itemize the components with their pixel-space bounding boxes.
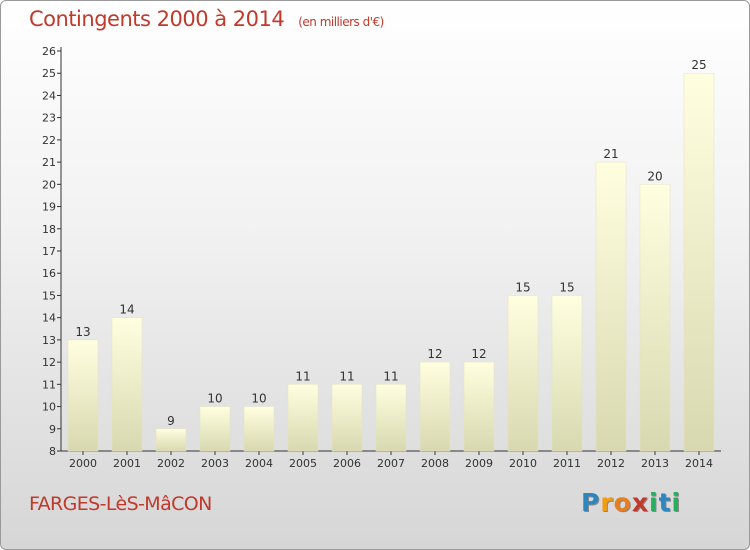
x-tick-label: 2003 [201,457,229,470]
bar-value-label: 20 [647,169,662,183]
y-tick-label: 23 [42,112,56,125]
proxiti-logo: Proxiti [581,488,681,517]
bar [507,295,539,452]
value-labels: 13 14 9 10 10 11 11 11 12 12 15 15 21 20 25 [75,58,706,428]
bar [375,384,407,452]
chart-title: Contingents 2000 à 2014 (en milliers d'€) [29,7,384,31]
logo-letter: o [613,488,632,517]
y-axis: 8 9 10 11 12 13 14 15 16 17 18 19 20 21 22 23 24 25 26 [42,45,62,458]
bar [155,428,187,452]
bar [331,384,363,452]
x-tick-label: 2000 [69,457,97,470]
y-tick-label: 22 [42,134,56,147]
y-tick-label: 16 [42,267,56,280]
chart-title-text: Contingents 2000 à 2014 [29,7,285,31]
y-tick-label: 19 [42,201,56,214]
y-tick-label: 20 [42,178,56,191]
x-tick-label: 2007 [377,457,405,470]
location-name: FARGES-LèS-MâCON [29,493,212,515]
y-tick-label: 26 [42,45,56,58]
logo-letter: P [581,488,601,517]
bar-value-label: 21 [603,147,618,161]
bar-value-label: 15 [559,280,574,294]
logo-letter: i [671,488,682,517]
bar [67,339,99,452]
x-tick-label: 2002 [157,457,185,470]
logo-letter: i [649,488,659,517]
bar [595,161,627,452]
bar-value-label: 11 [295,369,310,383]
y-tick-label: 18 [42,223,56,236]
bar-value-label: 9 [167,414,175,428]
x-tick-label: 2004 [245,457,273,470]
y-tick-label: 11 [42,378,56,391]
bar [639,184,671,452]
x-tick-label: 2001 [113,457,141,470]
x-tick-label: 2008 [421,457,449,470]
bar [199,406,231,452]
y-tick-label: 12 [42,356,56,369]
y-tick-label: 21 [42,156,56,169]
y-tick-label: 8 [49,445,56,458]
bar [111,317,143,452]
x-tick-label: 2014 [685,457,713,470]
y-tick-label: 25 [42,67,56,80]
x-tick-label: 2005 [289,457,317,470]
bar-value-label: 15 [515,280,530,294]
x-tick-label: 2006 [333,457,361,470]
x-tick-label: 2009 [465,457,493,470]
y-tick-label: 15 [42,289,56,302]
y-tick-label: 13 [42,334,56,347]
bar-value-label: 11 [339,369,354,383]
x-tick-label: 2011 [553,457,581,470]
bar-value-label: 10 [207,392,222,406]
chart-subtitle: (en milliers d'€) [298,15,384,29]
bar [463,361,495,452]
y-tick-label: 17 [42,245,56,258]
y-tick-label: 24 [42,89,56,102]
logo-letter: r [600,488,614,517]
bar [287,384,319,452]
bars [67,72,715,452]
bar [683,72,715,452]
x-tick-label: 2012 [597,457,625,470]
x-tick-label: 2013 [641,457,669,470]
bar-value-label: 14 [119,303,134,317]
logo-letter: t [658,488,672,517]
bar-value-label: 12 [471,347,486,361]
bar-value-label: 11 [383,369,398,383]
bar-value-label: 12 [427,347,442,361]
bar-value-label: 25 [691,58,706,72]
y-tick-label: 10 [42,401,56,414]
x-tick-label: 2010 [509,457,537,470]
y-tick-label: 9 [49,423,56,436]
bar [419,361,451,452]
bar [551,295,583,452]
y-tick-label: 14 [42,312,56,325]
x-axis: 2000 2001 2002 2003 2004 2005 2006 2007 2008 2009… [61,450,721,470]
logo-letter: x [631,488,649,517]
bar-value-label: 10 [251,392,266,406]
bar [243,406,275,452]
bar-value-label: 13 [75,325,90,339]
